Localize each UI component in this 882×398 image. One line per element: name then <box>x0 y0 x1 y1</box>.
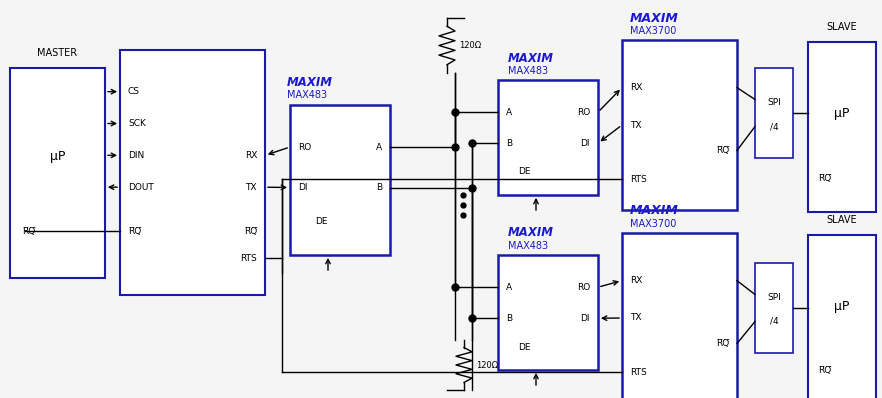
Bar <box>808 42 876 212</box>
Text: RO: RO <box>577 283 590 292</box>
Text: B: B <box>506 314 512 323</box>
Text: RTS: RTS <box>630 368 647 377</box>
Text: TX: TX <box>245 183 257 192</box>
Text: DOUT: DOUT <box>128 183 153 192</box>
Text: MAXIM: MAXIM <box>630 12 679 25</box>
Text: 120Ω: 120Ω <box>476 361 498 369</box>
Text: DI: DI <box>580 314 590 323</box>
Text: DE: DE <box>518 343 530 351</box>
Text: DI: DI <box>580 139 590 148</box>
Text: RO: RO <box>577 108 590 117</box>
Text: /4: /4 <box>770 122 778 131</box>
Text: SLAVE: SLAVE <box>826 22 857 32</box>
Bar <box>498 80 598 195</box>
Text: /4: /4 <box>770 317 778 326</box>
Text: DE: DE <box>315 217 327 226</box>
Text: TX: TX <box>630 121 641 129</box>
Text: SPI: SPI <box>767 98 781 107</box>
Text: MAX3700: MAX3700 <box>630 219 676 229</box>
Text: A: A <box>376 142 382 152</box>
Text: R̅Q̅: R̅Q̅ <box>818 367 831 375</box>
Bar <box>755 263 793 353</box>
Text: R̅Q̅: R̅Q̅ <box>716 146 729 155</box>
Text: TX: TX <box>630 314 641 322</box>
Text: RTS: RTS <box>240 254 257 263</box>
Text: μP: μP <box>834 300 849 313</box>
Bar <box>290 105 390 255</box>
Text: 120Ω: 120Ω <box>459 41 481 50</box>
Text: SLAVE: SLAVE <box>826 215 857 225</box>
Bar <box>755 68 793 158</box>
Bar <box>622 40 737 210</box>
Text: A: A <box>506 283 512 292</box>
Text: RX: RX <box>244 151 257 160</box>
Text: R̅Q̅: R̅Q̅ <box>716 339 729 348</box>
Bar <box>10 68 105 278</box>
Text: B: B <box>506 139 512 148</box>
Bar <box>498 255 598 370</box>
Text: SPI: SPI <box>767 293 781 302</box>
Text: RO: RO <box>298 142 311 152</box>
Text: DE: DE <box>518 168 530 176</box>
Text: MAX483: MAX483 <box>287 90 327 100</box>
Text: R̅Q̅: R̅Q̅ <box>818 174 831 183</box>
Text: RX: RX <box>630 276 642 285</box>
Text: MAXIM: MAXIM <box>508 51 554 64</box>
Text: MASTER: MASTER <box>37 48 78 58</box>
Text: DI: DI <box>298 183 308 192</box>
Bar <box>120 50 265 295</box>
Text: R̅Q̅: R̅Q̅ <box>243 227 257 236</box>
Text: RTS: RTS <box>630 175 647 184</box>
Text: MAXIM: MAXIM <box>508 226 554 240</box>
Text: R̅Q̅: R̅Q̅ <box>128 227 141 236</box>
Text: MAXIM: MAXIM <box>630 205 679 217</box>
Text: MAX483: MAX483 <box>508 241 548 251</box>
Text: MAX483: MAX483 <box>508 66 548 76</box>
Text: R̅Q̅: R̅Q̅ <box>22 227 35 236</box>
Text: μP: μP <box>834 107 849 120</box>
Text: RX: RX <box>630 83 642 92</box>
Text: DIN: DIN <box>128 151 145 160</box>
Text: MAX3700: MAX3700 <box>630 26 676 36</box>
Text: B: B <box>376 183 382 192</box>
Text: SCK: SCK <box>128 119 146 128</box>
Bar <box>622 233 737 398</box>
Bar <box>808 235 876 398</box>
Text: MAXIM: MAXIM <box>287 76 333 88</box>
Text: CS: CS <box>128 87 140 96</box>
Text: A: A <box>506 108 512 117</box>
Text: μP: μP <box>49 150 65 163</box>
